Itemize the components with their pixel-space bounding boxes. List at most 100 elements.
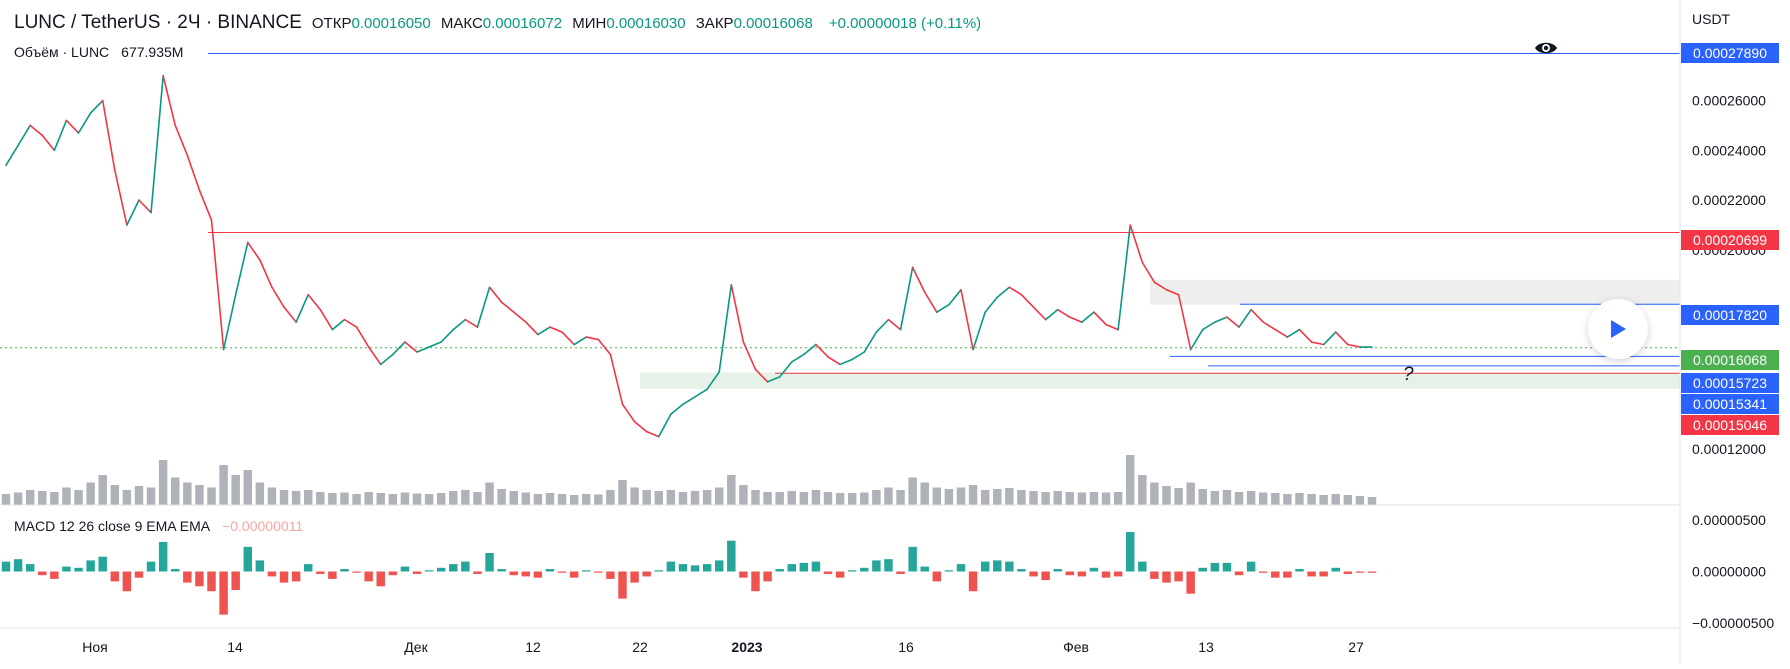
volume-bar	[1150, 482, 1159, 505]
macd-bar	[1355, 571, 1365, 573]
price-segment	[1201, 321, 1216, 331]
macd-bar	[86, 560, 95, 572]
price-tick: 0.00026000	[1692, 93, 1766, 109]
price-segment	[65, 119, 80, 134]
macd-bar	[847, 570, 857, 572]
price-tag-label: 0.00020699	[1693, 232, 1767, 248]
volume-bar	[908, 477, 917, 505]
volume-bar	[678, 492, 688, 505]
price-segment	[1274, 328, 1289, 338]
price-segment	[440, 328, 455, 343]
macd-bar	[461, 561, 470, 572]
time-axis[interactable]: Ноя 14 Дек 12 22 2023 16 Фев 13 27	[82, 639, 1364, 655]
price-segment	[5, 144, 19, 167]
volume-bar	[1186, 482, 1195, 505]
volume-bar	[872, 490, 881, 505]
macd-bar	[1367, 571, 1377, 573]
volume-label: Объём · LUNC	[14, 44, 110, 60]
price-axis[interactable]: 0.000260000.000240000.000220000.00020000…	[1692, 93, 1766, 458]
price-segment	[803, 343, 817, 356]
volume-bar	[1138, 475, 1147, 505]
price-segment	[839, 358, 853, 366]
macd-bar	[1319, 571, 1328, 577]
macd-bar	[352, 571, 361, 573]
macd-bar	[751, 571, 760, 592]
symbol-title[interactable]: LUNC / TetherUS · 2Ч · BINANCE	[14, 12, 302, 33]
price-segment	[730, 283, 745, 343]
macd-bar	[1271, 571, 1280, 578]
replay-play-button[interactable]	[1588, 299, 1648, 359]
volume-bar	[787, 491, 796, 505]
open-label: ОТКР	[311, 15, 352, 32]
macd-axis[interactable]: 0.00000500 0.00000000 −0.00000500	[1692, 512, 1774, 631]
volume-bar	[134, 486, 144, 505]
price-segment	[89, 99, 104, 114]
price-tag-bg	[1681, 350, 1779, 370]
macd-value: −0.00000011	[222, 518, 304, 534]
price-segment	[1081, 311, 1095, 323]
price-segment	[1153, 281, 1168, 291]
volume-bar	[799, 492, 809, 505]
price-segment	[210, 219, 225, 351]
volume-bar	[884, 487, 893, 505]
macd-bar	[183, 571, 192, 583]
price-segment	[742, 341, 757, 371]
volume-bar	[38, 491, 47, 505]
macd-bar	[74, 567, 83, 572]
macd-tick: −0.00000500	[1692, 615, 1774, 631]
macd-bar	[376, 571, 385, 587]
price-segment	[827, 356, 841, 366]
volume-bar	[497, 489, 506, 505]
volume-bar	[1005, 488, 1014, 505]
volume-bar	[690, 491, 700, 505]
macd-bar	[1125, 532, 1135, 572]
volume-bar	[1125, 455, 1135, 505]
volume-bar	[823, 492, 833, 505]
macd-bar	[1186, 571, 1195, 594]
time-tick: 22	[632, 639, 648, 655]
price-tag-label: 0.00015723	[1693, 375, 1767, 391]
volume-bar	[751, 490, 760, 505]
volume-legend[interactable]: Объём · LUNC 677.935M	[14, 44, 183, 60]
volume-bar	[1198, 489, 1207, 505]
macd-bar	[207, 571, 216, 592]
volume-value: 677.935M	[121, 44, 184, 60]
volume-bar	[1307, 494, 1316, 505]
price-segment	[452, 318, 467, 331]
volume-bar	[1017, 490, 1026, 505]
price-segment	[77, 112, 92, 134]
price-segment	[404, 341, 418, 353]
low-label: МИН	[572, 15, 607, 32]
macd-bar	[1234, 571, 1244, 576]
macd-bar	[98, 556, 107, 572]
price-segment	[392, 341, 406, 356]
macd-bar	[823, 571, 833, 574]
eye-icon[interactable]	[1534, 40, 1558, 56]
price-segment	[150, 74, 164, 214]
macd-bar	[13, 559, 23, 572]
volume-bar	[1271, 493, 1280, 505]
volume-bar	[62, 487, 71, 505]
price-segment	[1214, 316, 1228, 323]
currency-label: USDT	[1692, 11, 1731, 27]
price-segment	[271, 286, 285, 308]
price-segment	[319, 308, 334, 331]
volume-bar	[896, 490, 905, 505]
macd-tick: 0.00000000	[1692, 564, 1766, 580]
question-mark-annotation[interactable]: ?	[1403, 364, 1414, 385]
volume-bar	[1210, 491, 1220, 505]
volume-bar	[122, 490, 132, 505]
macd-bar	[1113, 571, 1123, 577]
price-segment	[585, 336, 600, 341]
macd-legend[interactable]: MACD 12 26 close 9 EMA EMA −0.00000011	[14, 518, 303, 534]
volume-bar	[775, 492, 784, 505]
volume-bar	[920, 482, 929, 505]
volume-bar	[1041, 492, 1050, 505]
volume-bar	[1222, 490, 1232, 505]
price-segment	[174, 124, 189, 157]
macd-bar	[38, 571, 47, 576]
price-segment	[609, 353, 624, 406]
price-segment	[198, 189, 213, 221]
